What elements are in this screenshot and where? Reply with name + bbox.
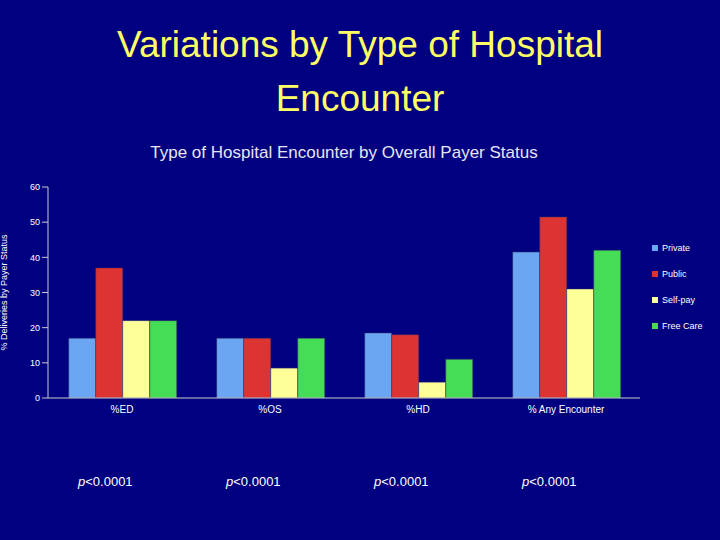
svg-text:50: 50 [30,217,40,227]
html-text:p <0.0001: p <0.0001 [78,474,133,489]
svg-text:20: 20 [30,323,40,333]
html-text:Variations by Type of Hospital: Variations by Type of Hospital Encounter [117,24,603,119]
html-text:p <0.0001: p <0.0001 [374,474,429,489]
html-text:Free Care: Free Care [662,321,703,331]
svg-text:10: 10 [30,358,40,368]
svg-text:% Deliveries by Payer Status: % Deliveries by Payer Status [8,234,9,351]
svg-text:%ED: %ED [111,404,134,415]
svg-text:%HD: %HD [406,404,429,415]
html-text:p <0.0001: p <0.0001 [226,474,281,489]
html-text:Public: Public [662,269,687,279]
svg-text:60: 60 [30,182,40,192]
svg-text:%OS: %OS [258,404,282,415]
svg-text:0: 0 [35,393,40,403]
html-text:Private: Private [662,243,690,253]
svg-text:% Any Encounter: % Any Encounter [528,404,605,415]
svg-text:40: 40 [30,253,40,263]
html-text:p <0.0001: p <0.0001 [522,474,577,489]
html-text:Self-pay: Self-pay [662,295,695,305]
svg-text:30: 30 [30,288,40,298]
html-text:Type of Hospital Encounter by: Type of Hospital Encounter by Overall Pa… [150,143,538,162]
